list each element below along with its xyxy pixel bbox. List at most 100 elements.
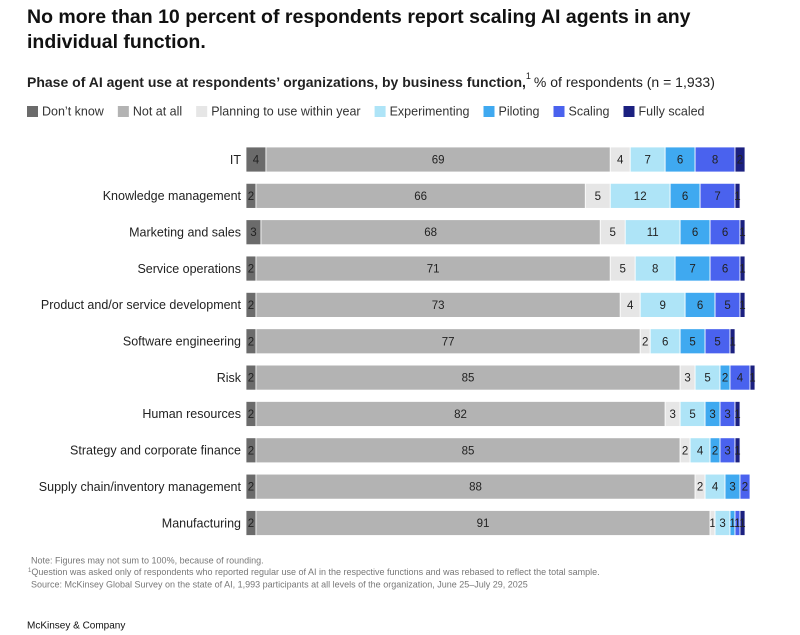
value-label: 2: [737, 155, 743, 167]
category-label: Manufacturing: [162, 516, 241, 530]
value-label: 66: [414, 191, 427, 203]
value-label: 4: [712, 482, 719, 494]
category-label: Product and/or service development: [41, 298, 242, 312]
bar-segment: [694, 364, 721, 391]
value-label: 1: [749, 373, 755, 385]
value-label: 8: [652, 264, 658, 276]
value-label: 2: [697, 482, 703, 494]
value-label: 5: [714, 336, 720, 348]
value-label: 2: [712, 445, 718, 457]
legend-swatch: [623, 106, 635, 117]
bar-segment: [704, 328, 731, 355]
legend-label: Don’t know: [42, 104, 105, 118]
bar-segment: [255, 364, 681, 391]
value-label: 68: [424, 227, 437, 239]
bar-segment: [709, 219, 741, 246]
bar-segment: [664, 146, 696, 173]
value-label: 2: [682, 445, 688, 457]
legend-swatch: [553, 106, 565, 117]
bar-segment: [709, 255, 741, 282]
bar-segment: [734, 401, 741, 427]
category-label: Human resources: [142, 407, 241, 421]
value-label: 2: [248, 518, 254, 530]
value-label: 2: [248, 264, 254, 276]
value-label: 1: [734, 191, 740, 203]
bar-segment: [634, 255, 676, 282]
category-label: Software engineering: [123, 335, 241, 349]
bar-segment: [714, 291, 741, 318]
value-label: 6: [677, 155, 683, 167]
bar-segment: [255, 291, 621, 318]
bar-segment: [749, 364, 756, 391]
legend-label: Planning to use within year: [211, 104, 360, 118]
chart-title: No more than 10 percent of respondents r…: [27, 6, 691, 53]
value-label: 1: [739, 300, 745, 312]
value-label: 4: [617, 155, 624, 167]
subtitle-main: Phase of AI agent use at respondents’ or…: [27, 74, 526, 90]
value-label: 6: [722, 227, 728, 239]
value-label: 1: [739, 264, 745, 276]
bar-segment: [669, 182, 701, 209]
value-label: 3: [250, 227, 256, 239]
value-label: 82: [454, 409, 467, 421]
value-label: 91: [477, 518, 490, 530]
title-line: individual function.: [27, 31, 206, 53]
footnote: 1Question was asked only of respondents …: [28, 567, 600, 577]
bar-segment: [639, 291, 686, 318]
bar-segment: [739, 255, 746, 282]
value-label: 3: [709, 409, 715, 421]
bar-segment: [739, 219, 746, 246]
bar-segment: [609, 182, 671, 209]
source: Source: McKinsey Global Survey on the st…: [31, 579, 528, 589]
value-label: 3: [669, 409, 675, 421]
value-label: 71: [427, 264, 440, 276]
value-label: 5: [724, 300, 730, 312]
category-label: Risk: [217, 371, 242, 385]
value-label: 3: [719, 518, 725, 530]
bar-segment: [649, 328, 681, 355]
value-label: 85: [462, 445, 475, 457]
legend-label: Not at all: [133, 104, 182, 118]
value-label: 5: [610, 227, 616, 239]
legend-label: Experimenting: [390, 104, 470, 118]
value-label: 5: [689, 409, 695, 421]
value-label: 85: [462, 373, 475, 385]
value-label: 1: [734, 445, 740, 457]
value-label: 1: [709, 518, 715, 530]
bar-segment: [255, 473, 696, 500]
value-label: 6: [682, 191, 688, 203]
legend-swatch: [374, 106, 386, 117]
value-label: 2: [248, 373, 254, 385]
subtitle: Phase of AI agent use at respondents’ or…: [27, 71, 715, 89]
value-label: 4: [627, 300, 634, 312]
note: Note: Figures may not sum to 100%, becau…: [31, 555, 264, 565]
value-label: 4: [737, 373, 744, 385]
value-label: 5: [620, 264, 626, 276]
category-label: Supply chain/inventory management: [39, 480, 242, 494]
value-label: 6: [697, 300, 703, 312]
value-label: 1: [734, 518, 740, 530]
value-label: 5: [595, 191, 601, 203]
legend-label: Piloting: [499, 104, 540, 118]
bar-segment: [699, 182, 736, 209]
value-label: 6: [692, 227, 698, 239]
value-label: 6: [662, 336, 668, 348]
value-label: 2: [248, 336, 254, 348]
value-label: 3: [724, 409, 730, 421]
value-label: 7: [689, 264, 695, 276]
bar-segment: [739, 291, 746, 318]
bar-segment: [624, 219, 681, 246]
value-label: 1: [739, 227, 745, 239]
bar-segment: [734, 182, 741, 209]
note-marker: 1: [28, 568, 32, 574]
value-label: 2: [642, 336, 648, 348]
category-label: Knowledge management: [103, 189, 242, 203]
bar-segment: [629, 146, 666, 173]
subtitle-unit: % of respondents (n = 1,933): [534, 74, 715, 90]
legend-label: Scaling: [569, 104, 610, 118]
bar-segment: [609, 255, 636, 282]
value-label: 77: [442, 336, 455, 348]
footnote-text: Question was asked only of respondents w…: [31, 567, 599, 577]
bar-segment: [729, 328, 736, 355]
